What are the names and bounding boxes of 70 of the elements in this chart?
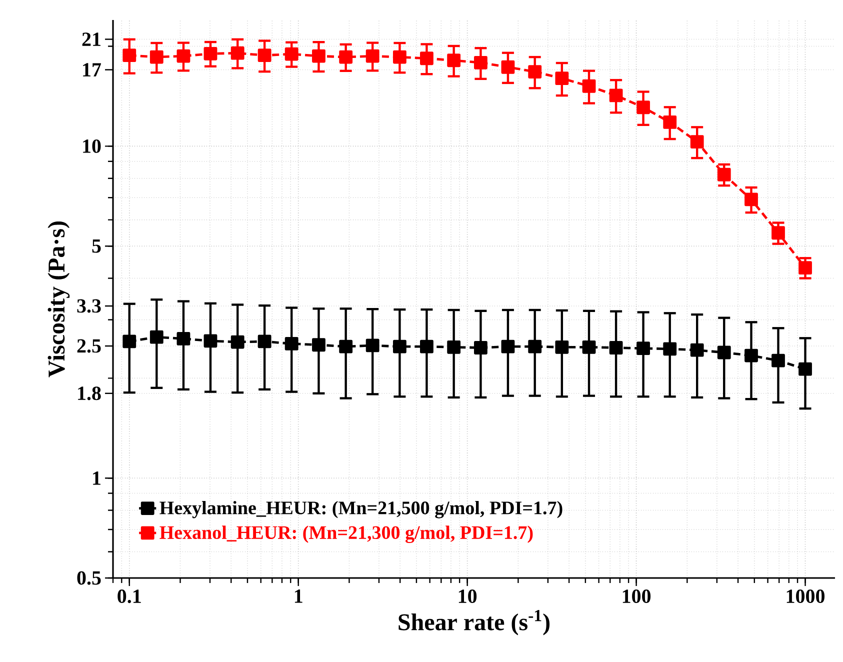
point [366, 49, 380, 63]
point [636, 342, 650, 356]
point [420, 340, 434, 354]
point [122, 48, 136, 62]
y-tick-label: 5 [92, 239, 101, 253]
point [528, 340, 542, 354]
x-tick-label: 1 [294, 590, 302, 603]
point [663, 342, 677, 356]
y-tick-label: 1 [93, 471, 100, 485]
point [798, 261, 812, 275]
point [150, 330, 164, 344]
point [663, 116, 677, 129]
point [122, 334, 136, 348]
point [447, 54, 461, 68]
x-axis-title: Shear rate (s$^{-1}$) [398, 610, 550, 636]
point [636, 100, 650, 114]
point [312, 338, 326, 352]
y-tick-label: 3.3 [77, 299, 101, 313]
y-tick-label: 0.5 [77, 571, 101, 585]
legend-label: Hexylamine_HEUR: (Mn=21,500 g/mol, PDI=1.7) [160, 500, 562, 518]
y-tick-label: 10 [83, 139, 101, 153]
point [204, 334, 218, 348]
point [555, 72, 569, 86]
point [501, 340, 515, 354]
point [582, 79, 596, 93]
point [690, 135, 704, 148]
point [392, 340, 406, 354]
y-tick-label: 2.5 [77, 339, 101, 353]
point [744, 348, 758, 362]
point [150, 50, 164, 64]
point [609, 88, 623, 102]
point [717, 346, 731, 360]
point [420, 52, 434, 66]
point [582, 340, 596, 354]
point [798, 362, 812, 376]
point [474, 56, 488, 70]
point [230, 46, 244, 60]
y-tick-label: 21 [82, 32, 100, 46]
x-tick-label: 10 [458, 590, 477, 604]
point [744, 192, 758, 206]
point [312, 49, 326, 63]
point [772, 226, 785, 240]
point [366, 338, 380, 352]
point [474, 341, 488, 354]
point [528, 65, 542, 78]
point [717, 168, 731, 182]
x-tick-label: 1000 [786, 590, 824, 604]
point [339, 340, 353, 354]
point [690, 343, 704, 357]
y-axis-title: Viscosity (Pa·s) [48, 222, 70, 378]
point [339, 50, 353, 64]
y-tick-label: 17 [83, 63, 101, 76]
point [284, 337, 298, 350]
point [176, 332, 190, 346]
point [176, 49, 190, 63]
legend-label: Hexanol_HEUR: (Mn=21,300 g/mol, PDI=1.7) [160, 526, 533, 544]
x-tick-label: 100 [622, 590, 651, 604]
x-tick-label: 0.1 [118, 590, 141, 604]
point [447, 340, 461, 354]
point [284, 47, 298, 61]
point [392, 50, 406, 64]
point [501, 60, 515, 74]
point [772, 354, 785, 368]
y-tick-label: 1.8 [78, 386, 101, 400]
point [258, 334, 272, 348]
point [555, 340, 569, 354]
point [204, 46, 218, 60]
point [609, 341, 623, 354]
point [258, 48, 272, 62]
point [230, 335, 244, 349]
